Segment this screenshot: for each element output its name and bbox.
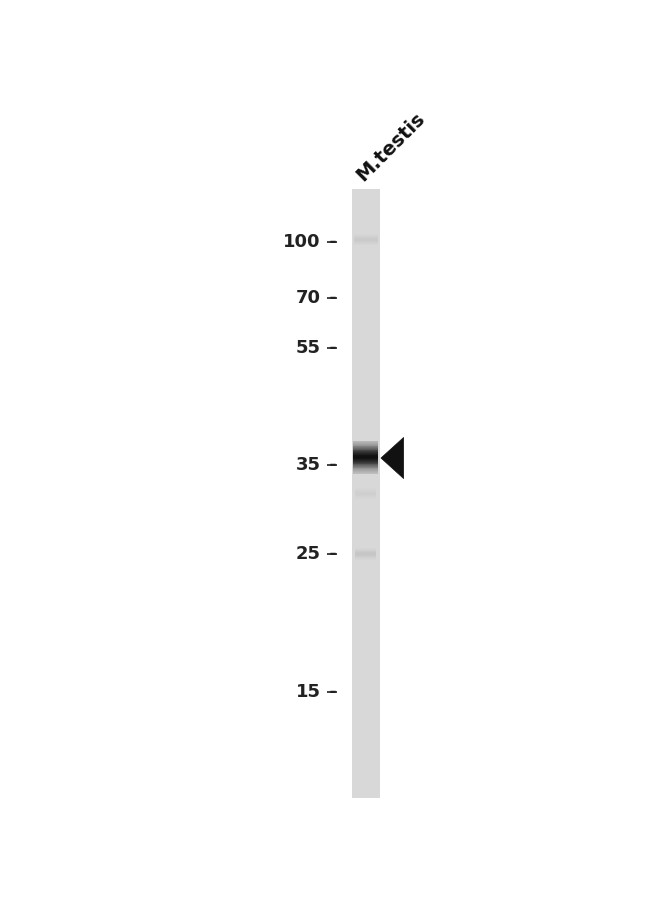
Text: -: - xyxy=(323,289,337,308)
Bar xyxy=(354,448,378,449)
Bar xyxy=(354,464,378,465)
Bar xyxy=(354,452,378,453)
Bar xyxy=(354,470,378,471)
Bar xyxy=(354,469,378,470)
Bar xyxy=(354,441,378,443)
Bar xyxy=(354,456,378,458)
Text: 25: 25 xyxy=(296,544,320,563)
Text: 15: 15 xyxy=(296,683,320,701)
Bar xyxy=(354,463,378,465)
Bar xyxy=(354,455,378,456)
Text: 35: 35 xyxy=(296,456,320,474)
Text: -: - xyxy=(323,544,337,563)
Text: -: - xyxy=(323,233,337,251)
Bar xyxy=(354,470,378,472)
Bar xyxy=(354,447,378,448)
Bar xyxy=(354,461,378,462)
Bar xyxy=(354,449,378,450)
Bar xyxy=(354,462,378,464)
Bar xyxy=(354,449,378,451)
Bar xyxy=(354,446,378,447)
Bar xyxy=(354,455,378,457)
Text: 70: 70 xyxy=(296,289,320,308)
Bar xyxy=(354,458,378,459)
Bar xyxy=(354,457,378,459)
Bar xyxy=(354,448,378,449)
Bar xyxy=(354,443,378,444)
Polygon shape xyxy=(381,437,404,479)
Text: M.testis: M.testis xyxy=(352,109,428,185)
Bar xyxy=(354,454,378,455)
Bar xyxy=(354,459,378,460)
Bar xyxy=(354,444,378,445)
Bar xyxy=(354,472,378,473)
Bar xyxy=(354,440,378,442)
Bar xyxy=(354,442,378,444)
Text: -: - xyxy=(323,339,337,357)
Bar xyxy=(354,450,378,451)
Bar xyxy=(354,453,378,454)
Bar xyxy=(354,467,378,468)
Bar xyxy=(354,466,378,467)
Bar xyxy=(354,471,378,472)
Bar xyxy=(352,189,380,799)
Bar xyxy=(354,460,378,461)
Bar xyxy=(354,445,378,446)
Bar xyxy=(354,451,378,452)
Text: -: - xyxy=(323,683,337,701)
Text: 55: 55 xyxy=(296,339,320,357)
Text: -: - xyxy=(323,456,337,474)
Bar xyxy=(354,468,378,469)
Bar xyxy=(354,465,378,466)
Bar xyxy=(354,462,378,463)
Text: 100: 100 xyxy=(283,233,320,251)
